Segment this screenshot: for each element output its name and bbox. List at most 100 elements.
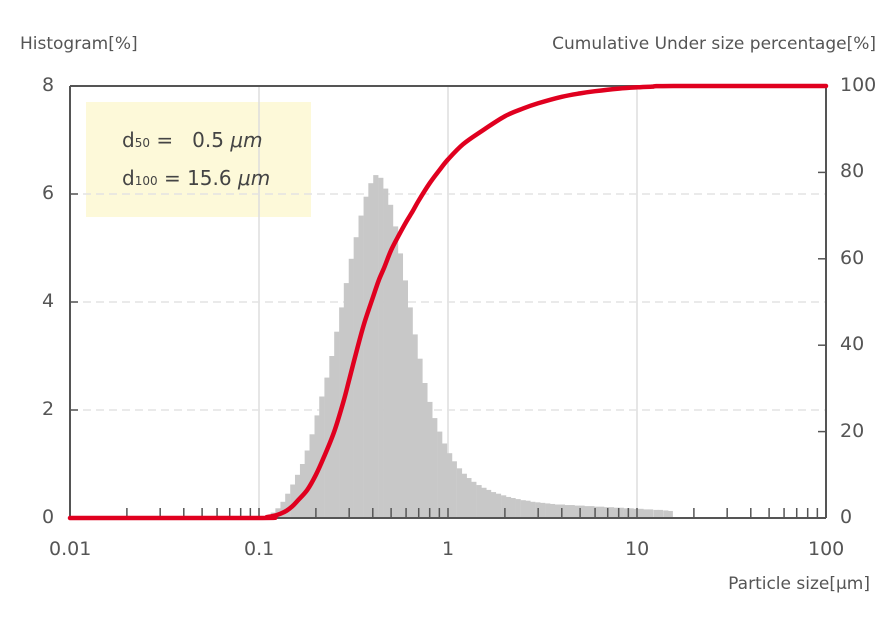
- histogram-bar: [412, 334, 418, 518]
- histogram-bar: [589, 506, 595, 518]
- histogram-bars: [260, 175, 673, 519]
- histogram-bar: [397, 253, 404, 518]
- y-left-tick-label: 4: [42, 290, 55, 312]
- histogram-bar: [638, 508, 644, 518]
- histogram-bar: [554, 504, 560, 518]
- x-tick-label: 100: [808, 538, 845, 560]
- histogram-bar: [451, 461, 457, 518]
- histogram-bar: [314, 415, 320, 518]
- histogram-bar: [628, 508, 634, 518]
- histogram-bar: [653, 509, 659, 518]
- histogram-bar: [481, 487, 487, 518]
- y-right-tick-label: 20: [840, 419, 865, 442]
- y-left-tick-label: 0: [42, 506, 55, 528]
- d50-annotation: d50 = 0.5 μm: [122, 128, 263, 152]
- histogram-bar: [353, 237, 359, 518]
- histogram-bar: [657, 509, 664, 518]
- histogram-bar: [304, 450, 310, 518]
- histogram-bar: [309, 434, 315, 518]
- histogram-bar: [378, 177, 384, 519]
- d50-symbol: d: [122, 128, 135, 152]
- histogram-bar: [471, 481, 477, 518]
- d100-unit: μm: [237, 166, 271, 190]
- x-tick-label: 1: [442, 538, 455, 560]
- histogram-bar: [515, 499, 521, 518]
- histogram-bar: [579, 505, 585, 518]
- histogram-bar: [623, 508, 629, 518]
- histogram-bar: [402, 280, 408, 518]
- histogram-bar: [294, 474, 301, 518]
- histogram-bar: [392, 226, 399, 518]
- histogram-bar: [495, 493, 502, 518]
- histogram-bar: [608, 507, 615, 518]
- y-left-tick-label: 2: [42, 398, 55, 420]
- y-left-tick-label: 8: [42, 74, 55, 96]
- histogram-bar: [285, 493, 291, 518]
- histogram-bar: [633, 508, 639, 518]
- histogram-bar: [505, 496, 512, 518]
- histogram-bar: [437, 431, 443, 518]
- histogram-bar: [280, 501, 286, 518]
- left-axis-title: Histogram[%]: [20, 34, 138, 54]
- d50-unit: μm: [230, 128, 263, 152]
- histogram-bar: [290, 484, 296, 518]
- histogram-bar: [603, 507, 610, 518]
- histogram-bar: [427, 401, 433, 518]
- histogram-bar: [584, 506, 590, 518]
- histogram-bar: [388, 204, 394, 519]
- histogram-bar: [476, 485, 482, 518]
- y-right-tick-label: 80: [840, 160, 865, 183]
- histogram-bar: [373, 175, 379, 518]
- histogram-bar: [549, 503, 556, 518]
- histogram-bar: [407, 307, 413, 518]
- histogram-bar: [540, 502, 546, 518]
- x-axis-title: Particle size[μm]: [728, 574, 870, 594]
- histogram-bar: [545, 503, 551, 518]
- y-right-tick-label: 60: [840, 246, 865, 269]
- d50-value: = 0.5: [149, 128, 231, 152]
- histogram-bar: [447, 453, 453, 518]
- histogram-bar: [456, 468, 463, 518]
- x-tick-label: 10: [625, 538, 650, 560]
- histogram-bar: [667, 510, 673, 518]
- histogram-bar: [599, 506, 605, 518]
- histogram-bar: [486, 489, 492, 518]
- cumulative-curve: [67, 83, 829, 521]
- histogram-bar: [501, 495, 507, 518]
- d100-subscript: 100: [134, 174, 158, 188]
- histogram-bar: [358, 215, 364, 518]
- histogram-bar: [422, 383, 428, 518]
- histogram-bar: [642, 509, 649, 518]
- histogram-bar: [368, 183, 374, 518]
- histogram-bar: [363, 196, 369, 518]
- y-right-tick-label: 100: [840, 74, 877, 96]
- histogram-bar: [574, 505, 580, 518]
- d100-symbol: d: [122, 166, 135, 190]
- histogram-bar: [490, 492, 497, 518]
- y-left-tick-label: 6: [42, 182, 55, 204]
- y-right-tick-label: 0: [840, 506, 853, 528]
- histogram-bar: [343, 283, 349, 518]
- histogram-bar: [663, 510, 669, 518]
- cumulative-curve-line: [67, 83, 829, 521]
- annotation-box: [86, 102, 311, 217]
- histogram-bar: [618, 507, 624, 518]
- histogram-bar: [441, 443, 448, 518]
- histogram-bar: [348, 258, 354, 518]
- histogram-bar: [569, 505, 575, 518]
- histogram-bar: [383, 188, 389, 518]
- histogram-bar: [510, 498, 516, 518]
- histogram-bar: [461, 473, 467, 518]
- d100-annotation: d100 = 15.6 μm: [122, 166, 270, 190]
- y-right-tick-label: 40: [840, 333, 865, 356]
- d50-subscript: 50: [134, 136, 150, 150]
- histogram-bar: [594, 506, 600, 518]
- histogram-bar: [613, 507, 619, 518]
- histogram-bar: [530, 501, 536, 518]
- x-tick-label: 0.1: [244, 538, 275, 560]
- histogram-bar: [417, 358, 423, 518]
- d100-value: = 15.6: [157, 166, 238, 190]
- histogram-bar: [564, 505, 570, 518]
- x-tick-label: 0.01: [49, 538, 92, 560]
